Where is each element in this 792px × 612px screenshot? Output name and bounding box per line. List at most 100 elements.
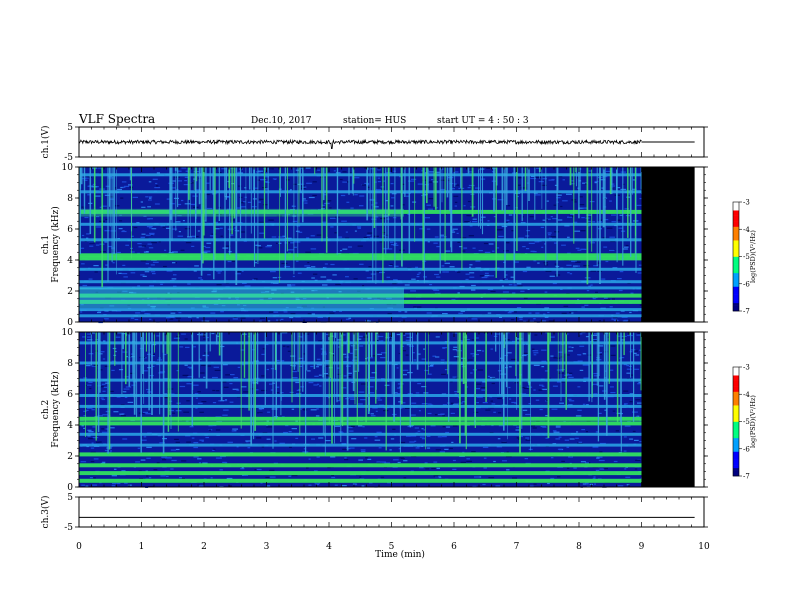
colorbar-cell <box>733 451 739 455</box>
ch2spec-noise <box>438 476 441 478</box>
x-tick-label: 6 <box>451 542 457 552</box>
ch1spec-noise <box>148 227 152 229</box>
ch1spec-noise <box>242 282 247 284</box>
ch1spec-noise <box>382 180 385 182</box>
ch1spec-noise <box>386 276 391 278</box>
ch1spec-noise <box>392 283 397 285</box>
ch2spec-noise <box>483 457 487 459</box>
ch2spec-noise <box>316 364 322 366</box>
ch1spec-noise <box>617 278 622 280</box>
ch2spec-noise <box>140 459 146 461</box>
ch1spec-noise <box>104 318 109 320</box>
colorbar-cell <box>733 377 739 381</box>
ch2spec-noise <box>629 393 634 395</box>
ch1spec-noise <box>296 260 299 262</box>
ch2spec-noise <box>257 412 263 414</box>
ch1spec-noise <box>435 207 439 209</box>
ch2spec-noise <box>594 333 598 335</box>
ch1spec-noise <box>225 245 231 247</box>
ch2spec-noise <box>424 462 428 464</box>
ch2spec-noise <box>103 340 106 342</box>
ch1spec-noise <box>512 292 516 294</box>
ch1spec-noise <box>227 260 232 263</box>
ch2spec-noise <box>397 461 401 464</box>
ch1spec-noise <box>553 204 557 206</box>
ch1spec-noise <box>551 178 555 181</box>
ch1spec-noise <box>366 277 372 279</box>
ch1spec-noise <box>528 242 535 244</box>
ch2spec-noise <box>306 467 309 469</box>
ch2spec-band <box>79 471 642 476</box>
ch2spec-noise <box>159 442 165 444</box>
ch2spec-noise <box>185 420 189 422</box>
ch1spec-noise <box>459 246 463 248</box>
ch1spec-noise <box>578 207 584 209</box>
ch1spec-noise <box>365 270 369 272</box>
ch2spec-noise <box>314 482 321 484</box>
ch1spec-noise <box>172 262 176 264</box>
ch2spec-band <box>79 394 642 397</box>
ch1spec-noise <box>345 231 348 233</box>
colorbar-cell <box>733 465 739 469</box>
ch2spec-noise <box>166 457 172 459</box>
ch1spec-noise <box>579 196 583 198</box>
colorbar-tick-label: -6 <box>743 445 750 453</box>
ch2spec-noise <box>102 358 106 360</box>
ch1spec-noise <box>173 197 179 199</box>
ch1spec-noise <box>171 278 177 280</box>
ch2spec-noise <box>466 458 470 460</box>
colorbar-cell <box>733 248 739 252</box>
ch1spec-noise <box>141 206 146 208</box>
ch2spec-noise <box>624 468 627 470</box>
ch1spec-noise <box>624 208 629 210</box>
ch1spec-noise <box>145 234 151 236</box>
ch2spec-noise <box>592 446 599 448</box>
ch2spec-noise <box>630 374 634 376</box>
ch2spec-noise <box>115 336 121 338</box>
ch2spec-noise <box>535 399 540 401</box>
ch2spec-noise <box>514 382 518 384</box>
colorbar-cell <box>733 261 739 265</box>
ch1spec-noise <box>464 221 470 223</box>
ch1spec-noise <box>506 242 510 244</box>
ch1spec-noise <box>619 214 623 216</box>
ch2spec-noise <box>215 390 220 392</box>
ch2spec-noise <box>377 399 383 401</box>
ch2spec-noise <box>92 426 96 428</box>
ch1spec-ylabel: ch.1 <box>41 235 51 254</box>
ch1spec-noise <box>210 312 216 314</box>
ch2spec-noise <box>441 436 447 438</box>
ch1spec-noise <box>417 183 423 185</box>
ch2spec-noise <box>609 386 614 388</box>
ch2spec-noise <box>472 485 477 487</box>
ch2spec-noise <box>114 468 117 470</box>
ch1spec-noise <box>520 187 527 189</box>
ch1spec-noise <box>148 218 153 220</box>
ch2spec-noise <box>249 388 255 390</box>
ch2spec-noise <box>346 376 352 378</box>
ch1spec-noise <box>534 194 541 196</box>
ch1spec-noise <box>298 231 303 233</box>
ch2spec-noise <box>158 372 164 374</box>
ch2spec-noise <box>316 456 320 458</box>
colorbar-tick-label: -7 <box>743 308 750 316</box>
ch3wave-ylabel: ch.3(V) <box>40 496 51 529</box>
ch1spec-noise <box>146 226 153 228</box>
ch2spec-noise <box>533 483 537 485</box>
ch1spec-noise <box>329 217 336 219</box>
ch2spec-noise <box>410 455 417 458</box>
ch2spec-noise <box>187 366 190 368</box>
y-tick-label: 0 <box>67 318 73 328</box>
ch2spec-noise <box>354 349 359 351</box>
ch2spec-noise <box>308 484 312 486</box>
ch1spec-noise <box>519 318 523 320</box>
ch2spec-noise <box>397 387 401 389</box>
ch1spec-noise <box>529 320 534 322</box>
ch1spec-noise <box>533 260 537 262</box>
ch1spec-noise <box>571 260 577 262</box>
ch1spec-noise <box>423 276 427 278</box>
ch1spec-noise <box>518 184 521 186</box>
ch2spec-noise <box>553 357 557 359</box>
x-tick-label: 10 <box>698 542 710 552</box>
